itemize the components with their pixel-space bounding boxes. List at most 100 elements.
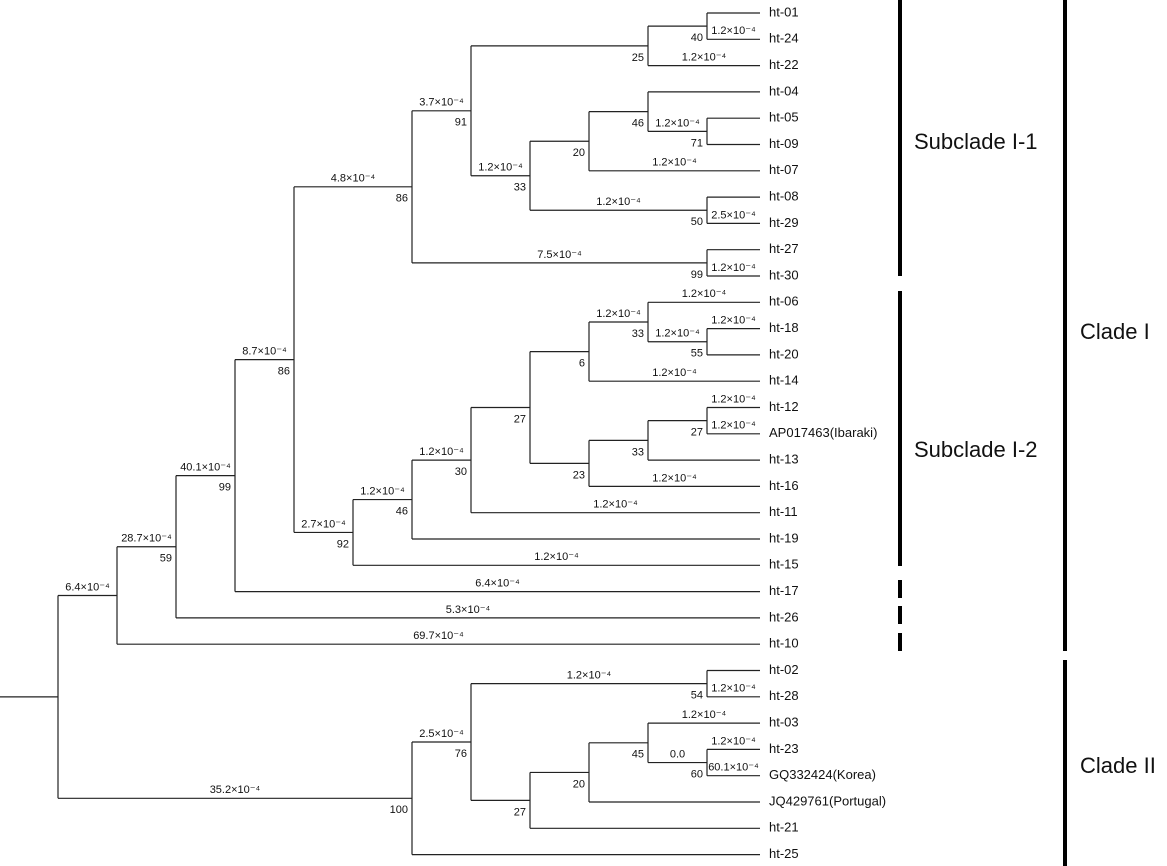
taxon-label: ht-05 — [769, 110, 799, 125]
support-value: 33 — [514, 182, 526, 194]
branch-length: 1.2×10⁻⁴ — [360, 485, 405, 497]
taxon-label: ht-18 — [769, 320, 799, 335]
taxon-label: GQ332424(Korea) — [769, 767, 876, 782]
taxon-label: ht-02 — [769, 662, 799, 677]
taxon-label: ht-26 — [769, 609, 799, 624]
branch-length: 3.7×10⁻⁴ — [419, 97, 464, 109]
taxon-label: ht-19 — [769, 530, 799, 545]
branch-length: 40.1×10⁻⁴ — [180, 462, 231, 474]
taxon-label: ht-04 — [769, 83, 799, 98]
taxon-label: ht-12 — [769, 399, 799, 414]
taxon-label: ht-28 — [769, 688, 799, 703]
branch-length: 1.2×10⁻⁴ — [652, 472, 697, 484]
branch-length: 1.2×10⁻⁴ — [682, 709, 727, 721]
support-value: 20 — [573, 778, 585, 790]
taxon-label: ht-15 — [769, 557, 799, 572]
branch-length: 0.0 — [670, 748, 685, 760]
support-value: 40 — [691, 32, 703, 44]
branch-length: 1.2×10⁻⁴ — [711, 315, 756, 327]
branch-length: 1.2×10⁻⁴ — [567, 670, 612, 682]
branch-length: 1.2×10⁻⁴ — [711, 25, 756, 37]
taxon-label: ht-29 — [769, 215, 799, 230]
support-value: 55 — [691, 348, 703, 360]
taxon-label: ht-16 — [769, 478, 799, 493]
branch-length: 1.2×10⁻⁴ — [652, 157, 697, 169]
branch-length: 1.2×10⁻⁴ — [682, 288, 727, 300]
taxon-label: ht-13 — [769, 452, 799, 467]
support-value: 92 — [337, 538, 349, 550]
support-value: 27 — [514, 413, 526, 425]
branch-length: 35.2×10⁻⁴ — [210, 784, 261, 796]
taxon-label: ht-14 — [769, 373, 799, 388]
branch-length: 28.7×10⁻⁴ — [121, 533, 172, 545]
clade-label: Subclade I-2 — [914, 437, 1038, 462]
taxon-label: ht-10 — [769, 636, 799, 651]
branch-length: 7.5×10⁻⁴ — [537, 249, 582, 261]
branch-length: 1.2×10⁻⁴ — [711, 735, 756, 747]
taxon-label: ht-01 — [769, 4, 799, 19]
branch-length: 4.8×10⁻⁴ — [331, 173, 376, 185]
taxon-label: ht-07 — [769, 162, 799, 177]
support-value: 59 — [160, 553, 172, 565]
branch-length: 2.5×10⁻⁴ — [711, 209, 756, 221]
branch-length: 8.7×10⁻⁴ — [242, 346, 287, 358]
support-value: 86 — [278, 366, 290, 378]
branch-length: 69.7×10⁻⁴ — [413, 630, 464, 642]
branch-length: 1.2×10⁻⁴ — [534, 551, 579, 563]
taxon-label: ht-27 — [769, 241, 799, 256]
branch-length: 60.1×10⁻⁴ — [708, 762, 759, 774]
taxon-label: ht-03 — [769, 715, 799, 730]
clade-label: Clade II — [1080, 753, 1156, 778]
support-value: 60 — [691, 768, 703, 780]
support-value: 86 — [396, 193, 408, 205]
taxon-label: ht-21 — [769, 820, 799, 835]
taxon-label: JQ429761(Portugal) — [769, 793, 886, 808]
branch-length: 6.4×10⁻⁴ — [475, 578, 520, 590]
support-value: 20 — [573, 147, 585, 159]
branch-length: 6.4×10⁻⁴ — [65, 581, 110, 593]
branch-length: 1.2×10⁻⁴ — [478, 162, 523, 174]
branch-length: 1.2×10⁻⁴ — [593, 499, 638, 511]
taxon-label: ht-30 — [769, 267, 799, 282]
taxon-label: ht-25 — [769, 846, 799, 861]
support-value: 25 — [632, 52, 644, 64]
support-value: 6 — [579, 358, 585, 370]
support-value: 33 — [632, 446, 644, 458]
branch-length: 1.2×10⁻⁴ — [711, 683, 756, 695]
support-value: 23 — [573, 469, 585, 481]
taxon-label: ht-17 — [769, 583, 799, 598]
support-value: 99 — [219, 482, 231, 494]
support-value: 71 — [691, 137, 703, 149]
support-value: 27 — [514, 806, 526, 818]
support-value: 91 — [455, 117, 467, 129]
branch-length: 2.7×10⁻⁴ — [301, 518, 346, 530]
support-value: 99 — [691, 269, 703, 281]
support-value: 33 — [632, 328, 644, 340]
branch-length: 1.2×10⁻⁴ — [596, 308, 641, 320]
branch-length: 1.2×10⁻⁴ — [682, 52, 727, 64]
taxon-label: ht-20 — [769, 346, 799, 361]
branch-length: 1.2×10⁻⁴ — [652, 367, 697, 379]
support-value: 100 — [390, 804, 408, 816]
support-value: 27 — [691, 427, 703, 439]
taxon-label: ht-23 — [769, 741, 799, 756]
taxon-label: AP017463(Ibaraki) — [769, 425, 877, 440]
support-value: 54 — [691, 690, 703, 702]
branch-length: 2.5×10⁻⁴ — [419, 728, 464, 740]
support-value: 30 — [455, 466, 467, 478]
branch-length: 1.2×10⁻⁴ — [655, 117, 700, 129]
taxon-label: ht-11 — [769, 504, 798, 519]
branch-length: 1.2×10⁻⁴ — [711, 393, 756, 405]
branch-length: 1.2×10⁻⁴ — [711, 420, 756, 432]
branch-length: 1.2×10⁻⁴ — [419, 446, 464, 458]
branch-length: 5.3×10⁻⁴ — [446, 604, 491, 616]
taxon-label: ht-24 — [769, 31, 799, 46]
support-value: 45 — [632, 749, 644, 761]
taxon-label: ht-22 — [769, 57, 799, 72]
taxon-label: ht-06 — [769, 294, 799, 309]
branch-length: 1.2×10⁻⁴ — [655, 328, 700, 340]
support-value: 46 — [396, 505, 408, 517]
taxon-label: ht-08 — [769, 189, 799, 204]
support-value: 46 — [632, 118, 644, 130]
support-value: 76 — [455, 748, 467, 760]
